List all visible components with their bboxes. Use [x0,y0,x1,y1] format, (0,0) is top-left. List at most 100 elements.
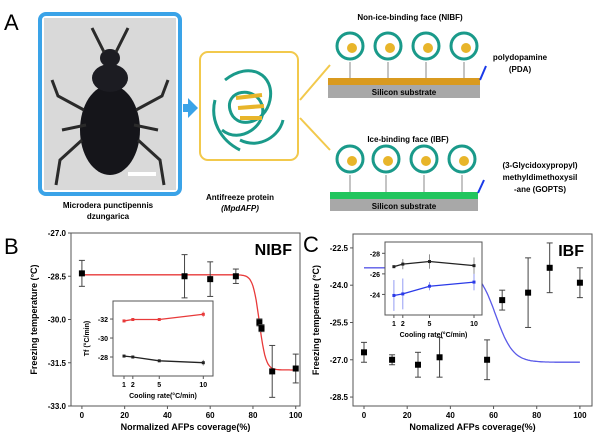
substrate-label-ibf: Silicon substrate [372,202,437,211]
x-tick-label: 20 [403,411,412,420]
protein-sheet [385,43,395,53]
x-axis-label: Cooling rate(°C/min) [129,392,197,400]
x-tick-label: 80 [532,411,541,420]
data-point [292,365,299,372]
data-point [472,280,476,284]
substrate-label-nibf: Silicon substrate [372,88,437,97]
data-point [472,264,476,268]
protein-coil [371,144,401,174]
data-point [207,276,214,283]
data-point [401,292,405,296]
chart-b-inset: 1 2 5 10 -32 -30 -28 Cooling rate(°C/min) Tf (°C… [83,300,214,400]
protein-structure-image [212,69,285,152]
gopts-label-line1: (3-Glycidoxypropyl) [502,161,577,170]
y-tick-label: -28.5 [330,393,349,402]
beetle-image [44,18,176,190]
y-tick-label: -28.5 [48,272,67,281]
y-tick-label: -25.5 [330,318,349,327]
data-point [401,262,405,266]
x-tick-label: 100 [573,411,587,420]
protein-sheet [347,43,357,53]
y-tick-label: -31.5 [48,359,67,368]
x-tick-label: 10 [199,382,207,389]
x-tick-label: 0 [362,411,367,420]
nibf-title: Non-ice-binding face (NIBF) [357,13,463,22]
x-tick-label: 0 [80,411,85,420]
protein-sheet [347,156,357,166]
y-tick-label: -22.5 [330,244,349,253]
y-axis-label: Freezing temperature (°C) [29,264,39,374]
nibf-proteins [335,31,479,78]
data-point [427,284,431,288]
x-tick-label: 40 [446,411,455,420]
protein-sheet [461,43,471,53]
data-point [427,260,431,264]
beetle-name-line1: Microdera punctipennis [63,201,154,210]
data-point [525,289,532,296]
x-tick-label: 80 [249,411,258,420]
protein-sheet [423,43,433,53]
gopts-label-line3: -ane (GOPTS) [514,185,566,194]
y-tick-label: -26 [370,272,380,279]
pda-pointer [479,65,487,81]
x-tick-label: 1 [392,321,396,328]
series-line [393,281,475,297]
chart-title: IBF [558,243,584,260]
data-point [78,270,85,277]
data-point [181,273,188,280]
pda-label-line2: (PDA) [509,65,532,74]
data-point [258,325,265,332]
x-tick-label: 20 [120,411,129,420]
protein-icon [335,31,365,78]
x-tick-label: 40 [163,411,172,420]
gopts-pointer [477,179,485,194]
silicon-substrate-ibf [330,199,478,211]
plot-frame [384,241,483,316]
protein-icon [371,144,401,192]
data-point [122,354,126,358]
data-point [484,356,491,363]
series-red [122,311,205,323]
y-tick-label: -30 [98,336,108,343]
data-point [499,297,506,304]
protein-sheet [383,156,393,166]
ibf-proteins [335,144,477,192]
protein-label-line2: (MpdAFP) [221,204,259,213]
plot-frame [112,300,214,377]
data-point [436,354,443,361]
y-axis-label: Tf (°C/min) [83,321,91,356]
branch-arrows [299,64,331,151]
y-tick-label: -30.0 [48,316,67,325]
data-point [122,319,126,323]
charts: 0 20 40 60 80 100-27.0-28.5-30.0-31.5-33.0Nor… [29,229,593,432]
protein-coil [411,31,441,61]
data-point [269,368,276,375]
protein-coil [409,144,439,174]
protein-icon [449,31,479,78]
x-tick-label: 60 [206,411,215,420]
data-point [392,265,396,269]
protein-label-line1: Antifreeze protein [206,193,274,202]
y-tick-label: -32 [98,317,108,324]
protein-icon [373,31,403,78]
y-tick-label: -27.0 [48,229,67,238]
data-point [256,319,263,326]
x-tick-label: 100 [289,411,303,420]
protein-coil [373,31,403,61]
y-tick-label: -24.0 [330,281,349,290]
panel-a: A Microdera punctipennis dzungarica Anti… [4,10,578,221]
protein-icon [411,31,441,78]
x-tick-label: 60 [489,411,498,420]
panel-letter-a: A [4,10,19,35]
series-nibf [78,254,299,398]
data-point [546,264,553,271]
protein-coil [449,31,479,61]
chart-c-inset: 1 2 5 10 -28 -26 -24 Cooling rate(°C/min) [370,241,483,339]
y-axis-label: Freezing temperature (°C) [311,265,321,375]
series-line [393,260,475,268]
arrow-right-icon [183,98,198,118]
series-black [392,254,476,274]
x-tick-label: 1 [122,382,126,389]
pda-layer [328,78,480,85]
